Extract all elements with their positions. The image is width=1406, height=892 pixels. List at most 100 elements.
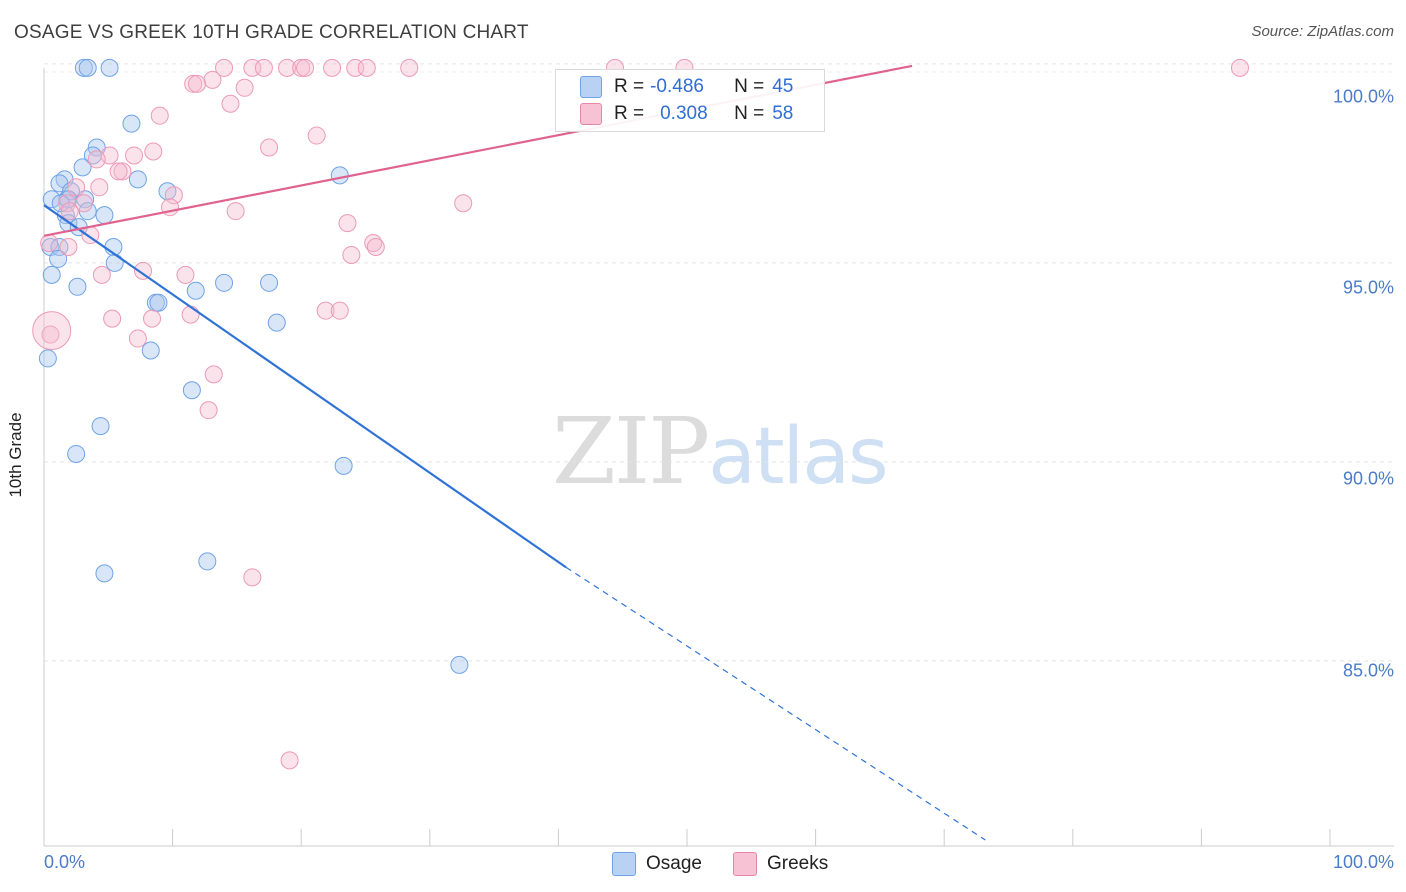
greeks-point [221, 94, 240, 113]
greeks-point [307, 126, 326, 145]
osage-trend-line [43, 204, 567, 569]
greeks-point [260, 138, 279, 157]
osage-point [73, 158, 92, 177]
greeks-point [125, 146, 144, 165]
greeks-point [92, 265, 111, 284]
trend-lines [43, 64, 986, 841]
greeks-point [184, 74, 203, 93]
greeks-point [454, 194, 473, 213]
greeks-point [254, 58, 273, 77]
greeks-legend-swatch [733, 852, 757, 876]
osage-point [182, 381, 201, 400]
osage-point [38, 349, 57, 368]
osage-point [334, 456, 353, 475]
x-tick-label-min: 0.0% [44, 852, 86, 872]
greeks-point [144, 142, 163, 161]
greeks-point [323, 58, 342, 77]
osage-point [95, 564, 114, 583]
osage-point [74, 58, 93, 77]
greeks-point [176, 265, 195, 284]
greeks-point [188, 74, 207, 93]
osage-point [100, 58, 119, 77]
source-label: Source: ZipAtlas.com [1251, 23, 1394, 40]
greeks-point [296, 58, 315, 77]
osage-swatch [580, 76, 602, 98]
greeks-point [109, 162, 128, 181]
osage-point [67, 444, 86, 463]
greeks-point [164, 186, 183, 205]
osage-point [215, 273, 234, 292]
greeks-point [90, 178, 109, 197]
y-tick-label-100: 100.0% [1332, 86, 1394, 107]
greeks-point [278, 58, 297, 77]
legend-r-label: R = [614, 103, 645, 124]
correlation-legend: R = -0.486 N = 45 R = 0.308 N = 58 [555, 69, 825, 132]
greeks-point [203, 70, 222, 89]
greeks-point [150, 106, 169, 125]
osage-point [128, 170, 147, 189]
osage-point [186, 281, 205, 300]
legend-item-greeks: Greeks [733, 852, 828, 876]
osage-legend-swatch [612, 852, 636, 876]
axes [43, 68, 1394, 847]
greeks-point [342, 245, 361, 264]
greeks-point [59, 237, 78, 256]
watermark-zip: ZIP [552, 398, 710, 505]
greeks-point [181, 305, 200, 324]
osage-point [267, 313, 286, 332]
osage-point [78, 58, 97, 77]
greeks-point [32, 311, 72, 351]
greeks-point [87, 150, 106, 169]
greeks-point [134, 261, 153, 280]
y-tick-label-85: 85.0% [1342, 660, 1394, 681]
greeks-point [113, 162, 132, 181]
osage-point [91, 417, 110, 436]
osage-r-value: -0.486 [650, 76, 704, 97]
greeks-point [143, 309, 162, 328]
legend-n-label: N = [734, 103, 765, 124]
greeks-point [400, 58, 419, 77]
chart-title: OSAGE VS GREEK 10TH GRADE CORRELATION CH… [14, 22, 529, 43]
greeks-point [103, 309, 122, 328]
greeks-legend-label: Greeks [767, 853, 829, 874]
y-tick-label-95: 95.0% [1342, 277, 1394, 298]
greeks-point [199, 401, 218, 420]
greeks-point [204, 365, 223, 384]
legend-item-osage: Osage [612, 852, 702, 876]
osage-point [198, 552, 217, 571]
legend-r-label: R = [614, 76, 645, 97]
greeks-point [67, 178, 86, 197]
legend-n-label: N = [734, 76, 765, 97]
greeks-point [338, 214, 357, 233]
legend-row-osage: R = -0.486 N = 45 [580, 75, 793, 99]
osage-trend-extension [565, 566, 986, 841]
osage-point [42, 265, 61, 284]
greeks-point [215, 58, 234, 77]
greeks-point [316, 301, 335, 320]
osage-point [51, 194, 70, 213]
osage-point [260, 273, 279, 292]
osage-point [68, 277, 87, 296]
greeks-point [243, 568, 262, 587]
greeks-swatch [580, 103, 602, 125]
greeks-point [366, 237, 385, 256]
osage-point [122, 114, 141, 133]
greeks-point [128, 329, 147, 348]
greeks-point [357, 58, 376, 77]
watermark: ZIPatlas [552, 398, 889, 505]
watermark-atlas: atlas [708, 412, 888, 502]
greeks-point [330, 301, 349, 320]
osage-point [105, 253, 124, 272]
osage-point [149, 293, 168, 312]
osage-legend-label: Osage [646, 853, 702, 874]
greeks-n-value: 58 [772, 103, 794, 124]
osage-point [450, 655, 469, 674]
osage-point [330, 166, 349, 185]
greeks-point [40, 234, 59, 253]
greeks-point [1230, 58, 1249, 77]
greeks-point [60, 202, 79, 221]
y-axis-label: 10th Grade [6, 412, 25, 498]
greeks-point [292, 58, 311, 77]
greeks-point [41, 325, 60, 344]
